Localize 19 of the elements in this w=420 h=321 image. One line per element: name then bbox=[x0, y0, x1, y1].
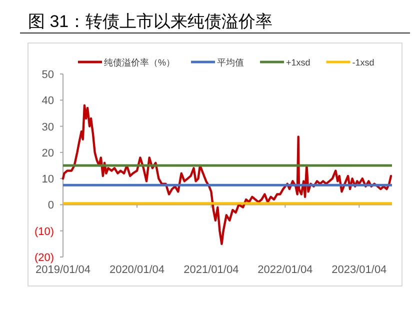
y-tick-label: 40 bbox=[42, 95, 54, 108]
x-tick-label: 2019/01/04 bbox=[35, 264, 91, 276]
y-tick-label: 30 bbox=[42, 121, 54, 134]
legend-label: -1xsd bbox=[352, 58, 374, 68]
y-tick-label: 10 bbox=[42, 174, 54, 186]
x-tick-label: 2022/01/04 bbox=[258, 264, 313, 276]
x-tick-label: 2021/01/04 bbox=[184, 264, 239, 276]
y-tick-label: 0 bbox=[48, 200, 54, 212]
legend-label: 平均值 bbox=[217, 58, 244, 68]
x-tick-label: 2020/01/04 bbox=[109, 264, 165, 276]
legend-label: +1xsd bbox=[286, 58, 310, 68]
y-tick-label: 50 bbox=[42, 69, 54, 81]
x-tick-label: 2023/01/04 bbox=[332, 264, 387, 276]
line-series bbox=[62, 104, 392, 246]
chart-title: 图 31：转债上市以来纯债溢价率 bbox=[28, 12, 273, 31]
y-tick-label: (10) bbox=[34, 226, 54, 238]
y-tick-label: 20 bbox=[42, 147, 54, 160]
legend-label: 纯债溢价率（%） bbox=[104, 58, 176, 68]
y-tick-label: (20) bbox=[34, 252, 54, 264]
